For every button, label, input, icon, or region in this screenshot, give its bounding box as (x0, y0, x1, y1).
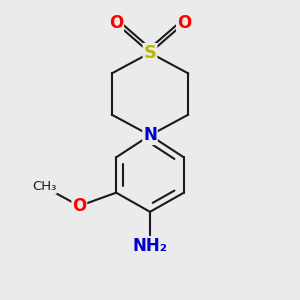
Text: O: O (109, 14, 123, 32)
Text: NH₂: NH₂ (133, 237, 167, 255)
Text: O: O (177, 14, 191, 32)
Text: S: S (143, 44, 157, 62)
Text: CH₃: CH₃ (32, 180, 56, 193)
Text: N: N (143, 126, 157, 144)
Text: O: O (72, 197, 86, 215)
